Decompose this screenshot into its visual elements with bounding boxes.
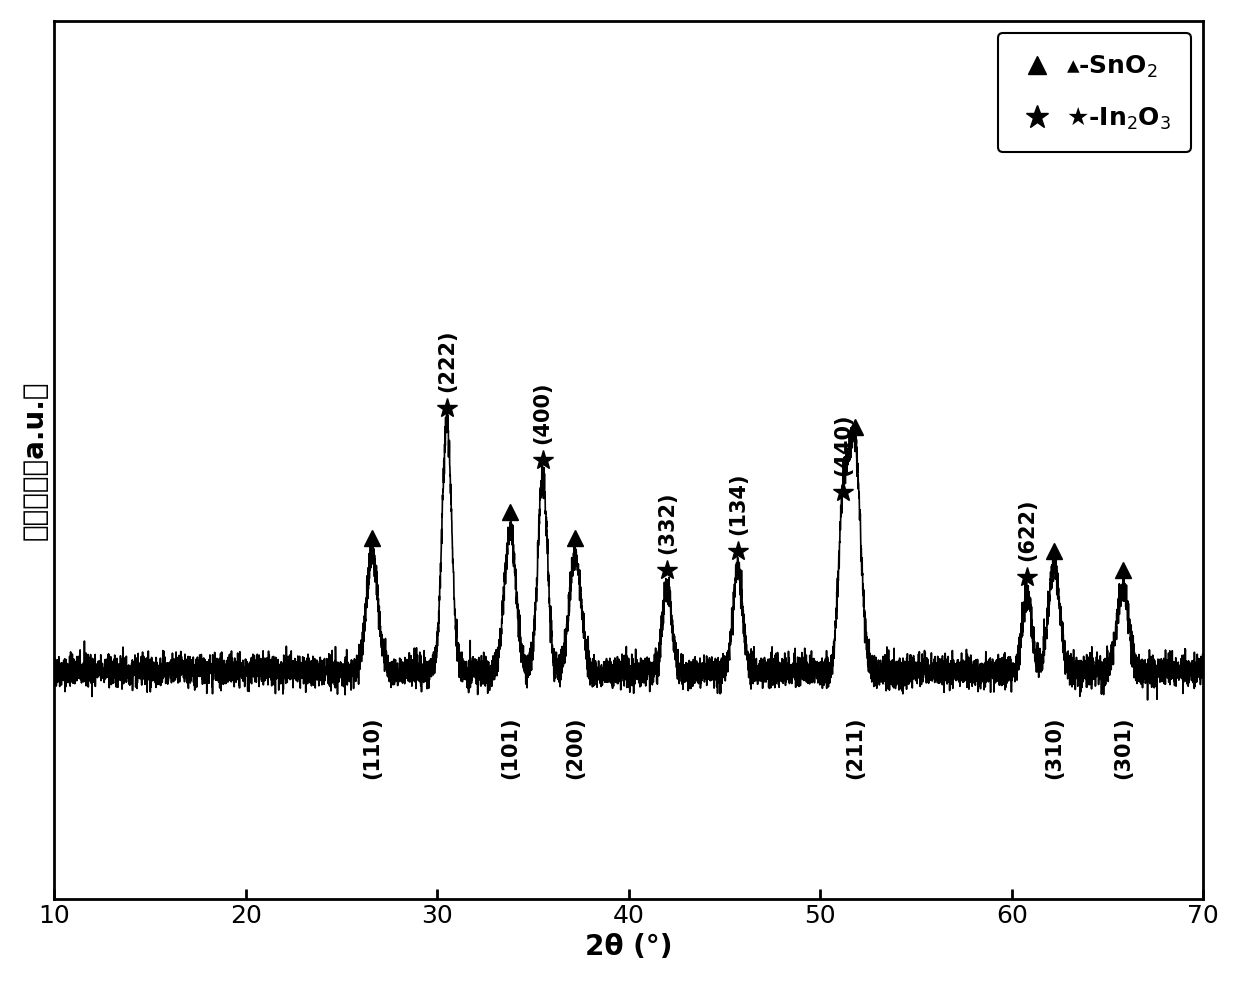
Text: (200): (200) xyxy=(565,717,585,779)
Text: (301): (301) xyxy=(1112,717,1133,779)
Text: (222): (222) xyxy=(436,329,456,392)
Text: (332): (332) xyxy=(657,492,677,554)
Text: (134): (134) xyxy=(728,472,748,534)
Text: (110): (110) xyxy=(362,717,382,779)
Text: (310): (310) xyxy=(1044,717,1064,779)
Text: (400): (400) xyxy=(533,381,553,444)
Text: (622): (622) xyxy=(1017,498,1037,561)
Y-axis label: 相对强度（a.u.）: 相对强度（a.u.） xyxy=(21,380,48,539)
Text: (211): (211) xyxy=(844,717,864,779)
Legend: $\blacktriangle$-SnO$_2$, $\bigstar$-In$_2$O$_3$: $\blacktriangle$-SnO$_2$, $\bigstar$-In$… xyxy=(998,33,1190,152)
Text: (440): (440) xyxy=(833,413,853,476)
Text: (101): (101) xyxy=(500,717,520,779)
X-axis label: 2θ (°): 2θ (°) xyxy=(585,933,672,961)
